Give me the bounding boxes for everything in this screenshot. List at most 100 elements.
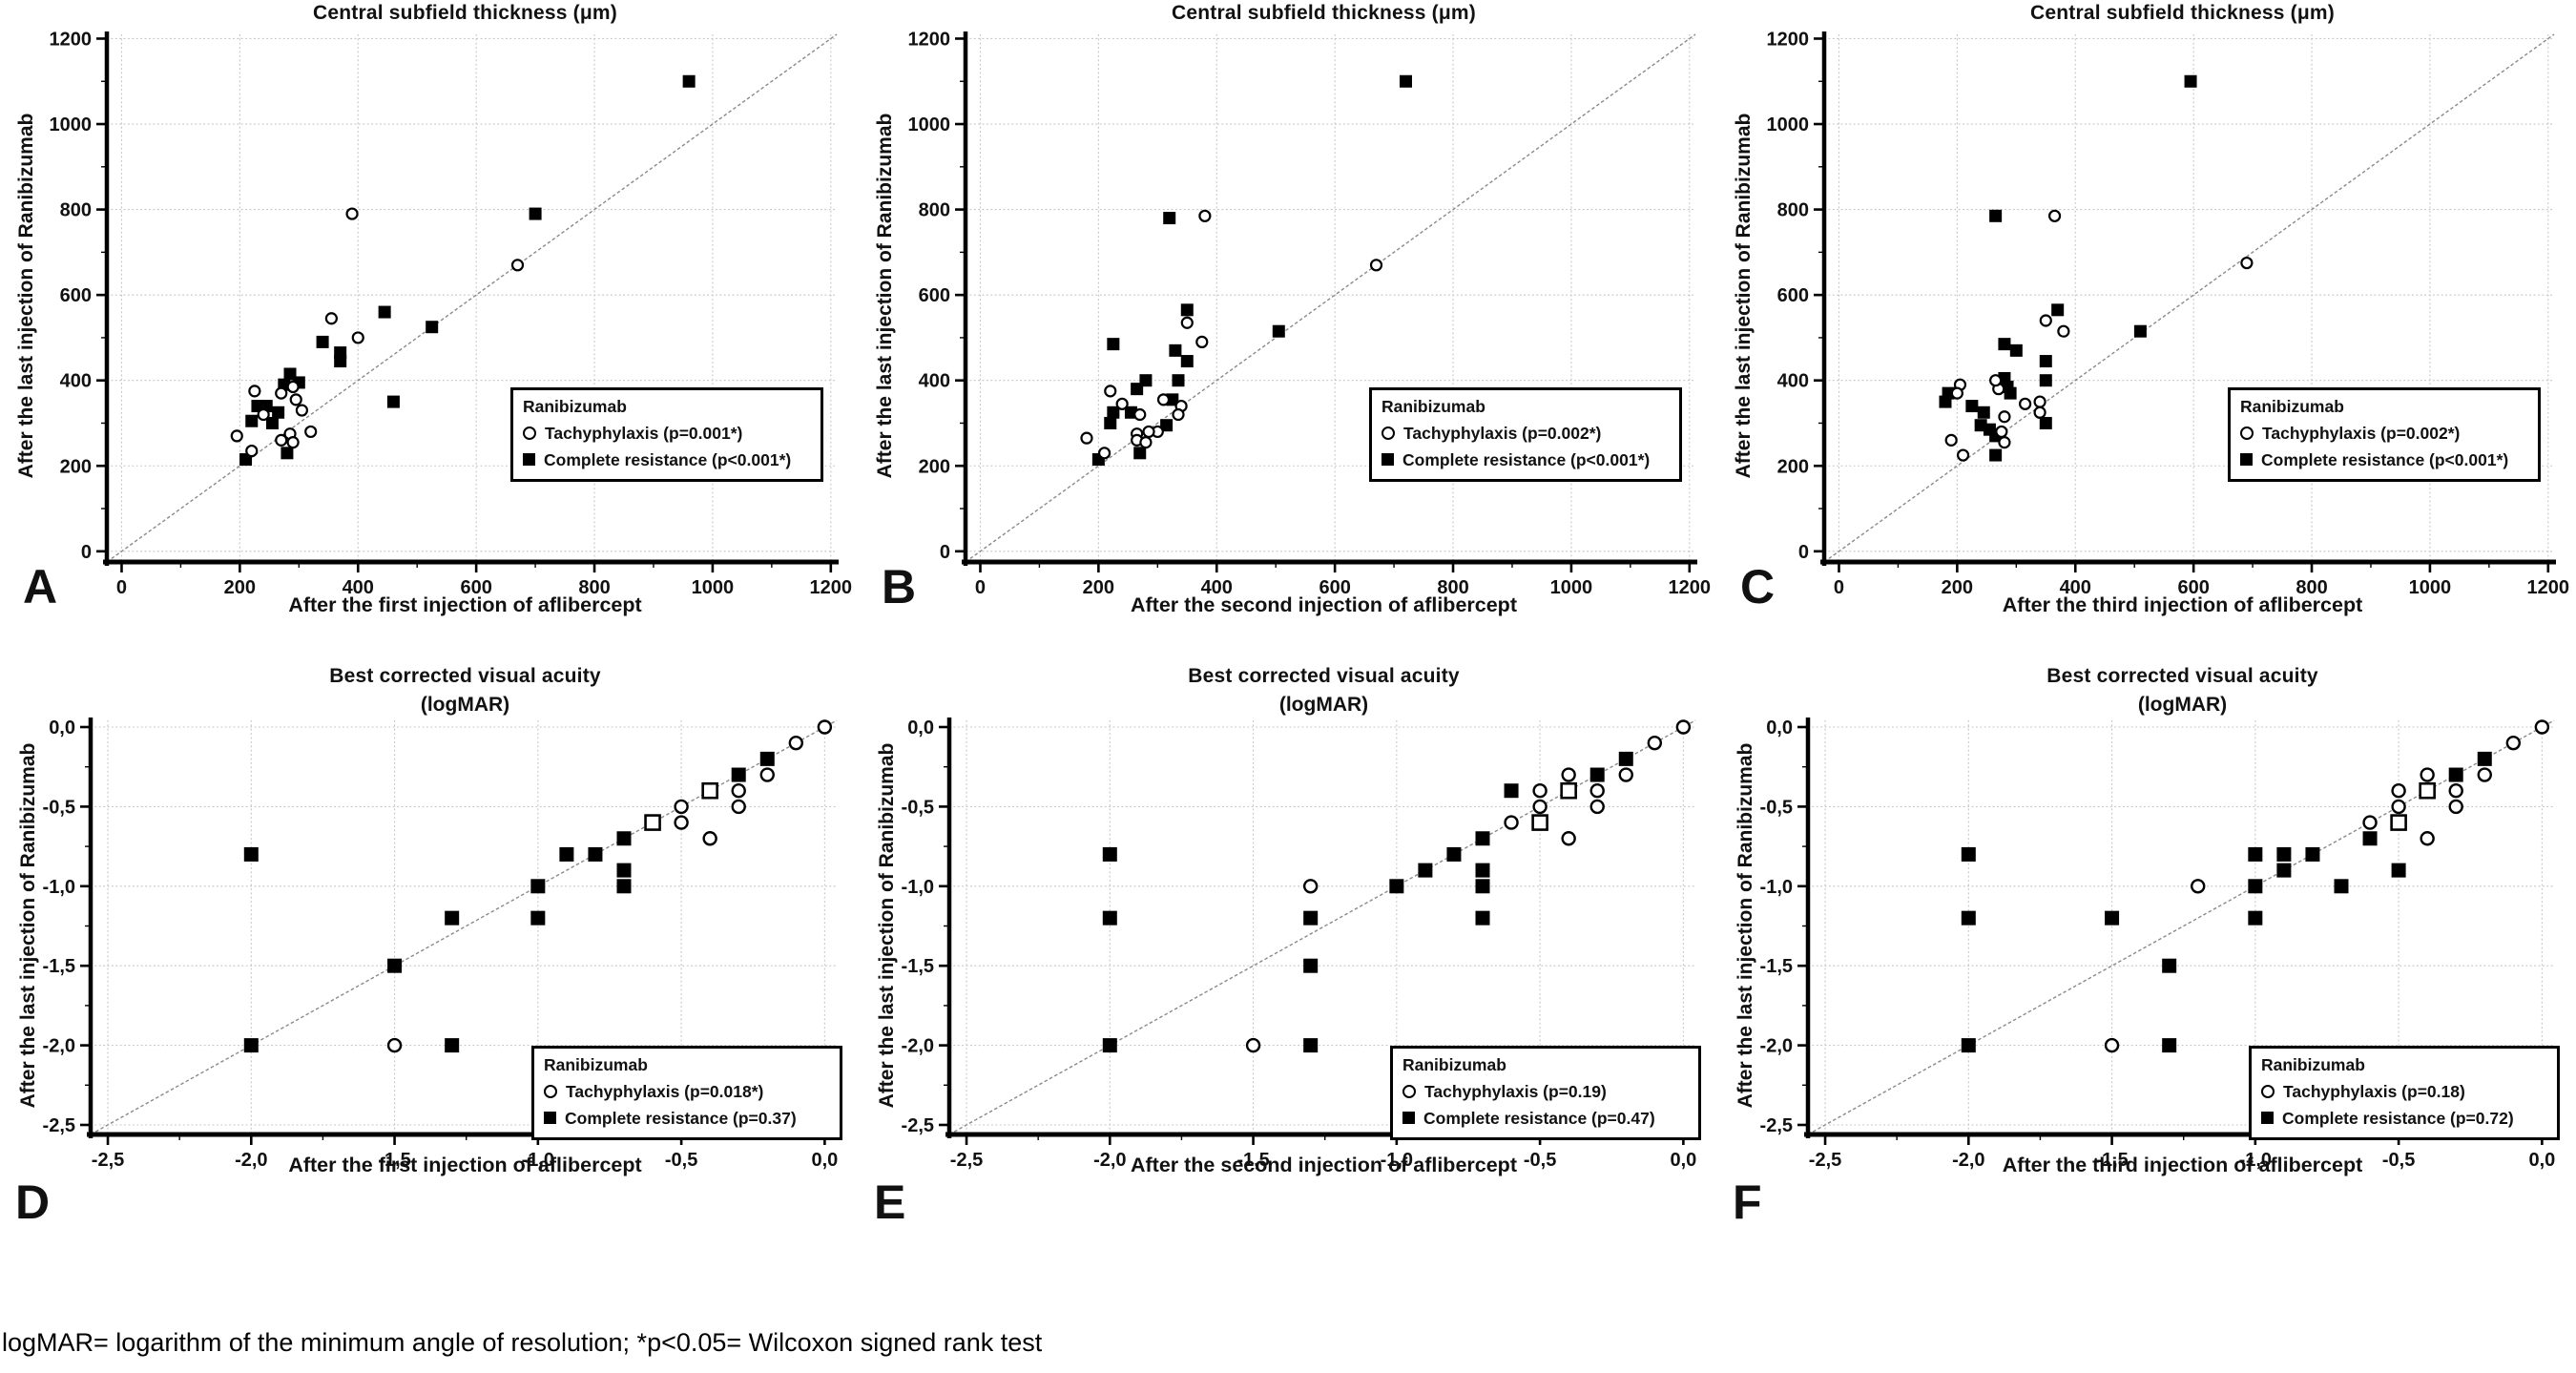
svg-text:200: 200 bbox=[1083, 577, 1114, 598]
open-circle-marker-icon bbox=[523, 426, 536, 441]
x-axis-label: After the second injection of aflibercep… bbox=[1131, 593, 1517, 616]
svg-text:800: 800 bbox=[578, 577, 610, 598]
filled-square-marker-icon bbox=[544, 1112, 556, 1125]
svg-text:0,0: 0,0 bbox=[1766, 718, 1793, 739]
panel-subtitle: (logMAR) bbox=[1278, 694, 1369, 716]
svg-text:1000: 1000 bbox=[1767, 114, 1810, 135]
scatter-plot-C: 0 0 200 200 400 400 600 600 800 800 1000 1000 1200 12… bbox=[1767, 29, 2570, 598]
legend-label: Complete resistance (p<0.001*) bbox=[544, 449, 792, 469]
svg-text:-2,5: -2,5 bbox=[92, 1150, 124, 1171]
x-axis-label: After the second injection of aflibercep… bbox=[1131, 1154, 1517, 1176]
filled-square-marker-icon bbox=[1381, 453, 1394, 467]
svg-text:-2,0: -2,0 bbox=[43, 1036, 75, 1057]
y-axis-label: After the last injection of Ranibizumab bbox=[15, 113, 37, 479]
svg-text:-1,5: -1,5 bbox=[43, 956, 75, 977]
svg-text:600: 600 bbox=[1777, 285, 1809, 306]
svg-text:200: 200 bbox=[1942, 577, 1973, 598]
svg-text:-2,5: -2,5 bbox=[950, 1150, 983, 1171]
legend-row-resistance: Complete resistance (p=0.37) bbox=[544, 1108, 830, 1130]
filled-square-marker-icon bbox=[2240, 453, 2253, 467]
svg-text:400: 400 bbox=[919, 371, 950, 392]
svg-text:0: 0 bbox=[940, 542, 950, 563]
svg-text:-2,5: -2,5 bbox=[1809, 1150, 1841, 1171]
panel-subtitle: (logMAR) bbox=[420, 694, 510, 716]
legend-box: Ranibizumab Tachyphylaxis (p=0.19) Compl… bbox=[1390, 1046, 1701, 1141]
svg-text:-0,5: -0,5 bbox=[665, 1150, 697, 1171]
panel-C: 0 0 200 200 400 400 600 600 800 800 1000 1000 1200 12… bbox=[1717, 0, 2576, 665]
filled-square-marker-icon bbox=[523, 453, 535, 467]
scatter-plot-D: -2,5 -2,5 -2,0 -2,0 -1,5 -1,5 -1,0 -1,0 -0,5 -0,5… bbox=[43, 718, 839, 1171]
svg-text:-2,0: -2,0 bbox=[1093, 1150, 1126, 1171]
svg-text:-2,0: -2,0 bbox=[1760, 1036, 1793, 1057]
legend-label: Tachyphylaxis (p=0.018*) bbox=[566, 1081, 764, 1101]
panel-A: 0 0 200 200 400 400 600 600 800 800 1000 1000 1200 12… bbox=[0, 0, 859, 665]
svg-text:0,0: 0,0 bbox=[1670, 1150, 1696, 1171]
y-axis-label: After the last injection of Ranibizumab bbox=[874, 113, 896, 479]
panel-title: Central subfield thickness (μm) bbox=[313, 2, 617, 24]
figure-caption: logMAR= logarithm of the minimum angle o… bbox=[2, 1328, 1043, 1357]
svg-text:0,0: 0,0 bbox=[811, 1150, 838, 1171]
svg-text:-2,0: -2,0 bbox=[902, 1036, 934, 1057]
open-circle-marker-icon bbox=[1402, 1085, 1416, 1099]
legend-title: Ranibizumab bbox=[2240, 397, 2344, 416]
panel-letter: F bbox=[1733, 1175, 1762, 1229]
svg-text:-1,0: -1,0 bbox=[1381, 1150, 1413, 1171]
svg-text:0,0: 0,0 bbox=[49, 718, 75, 739]
svg-text:-2,0: -2,0 bbox=[1952, 1150, 1984, 1171]
svg-text:0: 0 bbox=[116, 577, 127, 598]
open-circle-marker-icon bbox=[544, 1085, 557, 1099]
legend-row-resistance: Complete resistance (p=0.72) bbox=[2261, 1108, 2547, 1130]
y-axis-label: After the last injection of Ranibizumab bbox=[876, 742, 898, 1109]
panel-F: -2,5 -2,5 -2,0 -2,0 -1,5 -1,5 -1,0 -1,0 -0,5 -0,5… bbox=[1717, 665, 2576, 1323]
legend-label: Tachyphylaxis (p=0.001*) bbox=[545, 423, 743, 443]
svg-text:1000: 1000 bbox=[50, 114, 93, 135]
svg-text:-1,5: -1,5 bbox=[902, 956, 934, 977]
svg-text:-0,5: -0,5 bbox=[902, 797, 934, 818]
svg-text:0: 0 bbox=[81, 542, 92, 563]
legend-title: Ranibizumab bbox=[523, 397, 627, 416]
svg-text:0,0: 0,0 bbox=[907, 718, 934, 739]
legend-box: Ranibizumab Tachyphylaxis (p=0.002*) Com… bbox=[2228, 387, 2541, 483]
svg-text:400: 400 bbox=[1201, 577, 1233, 598]
svg-text:400: 400 bbox=[2060, 577, 2091, 598]
panel-D: -2,5 -2,5 -2,0 -2,0 -1,5 -1,5 -1,0 -1,0 -0,5 -0,5… bbox=[0, 665, 859, 1323]
svg-text:-0,5: -0,5 bbox=[1524, 1150, 1556, 1171]
svg-text:-1,0: -1,0 bbox=[2239, 1150, 2272, 1171]
legend-row-resistance: Complete resistance (p<0.001*) bbox=[2240, 449, 2528, 471]
legend-title: Ranibizumab bbox=[1402, 1055, 1506, 1074]
x-axis-label: After the first injection of aflibercept bbox=[288, 593, 642, 616]
svg-text:800: 800 bbox=[1777, 200, 1809, 221]
legend-label: Tachyphylaxis (p=0.18) bbox=[2283, 1081, 2465, 1101]
panel-letter: B bbox=[882, 560, 917, 614]
legend-label: Complete resistance (p=0.72) bbox=[2282, 1108, 2514, 1128]
legend-row-resistance: Complete resistance (p<0.001*) bbox=[523, 449, 811, 471]
svg-text:-2,5: -2,5 bbox=[43, 1115, 75, 1136]
panel-E: -2,5 -2,5 -2,0 -2,0 -1,5 -1,5 -1,0 -1,0 -0,5 -0,5… bbox=[859, 665, 1717, 1323]
legend-row-tachyphylaxis: Tachyphylaxis (p=0.19) bbox=[1402, 1081, 1689, 1103]
svg-text:1200: 1200 bbox=[50, 29, 93, 50]
svg-text:-1,5: -1,5 bbox=[378, 1150, 410, 1171]
svg-text:200: 200 bbox=[224, 577, 256, 598]
svg-text:1000: 1000 bbox=[692, 577, 735, 598]
legend-title: Ranibizumab bbox=[2261, 1055, 2365, 1074]
panel-letter: E bbox=[874, 1175, 906, 1229]
svg-text:200: 200 bbox=[60, 456, 92, 477]
legend-title: Ranibizumab bbox=[1381, 397, 1485, 416]
filled-square-marker-icon bbox=[2261, 1112, 2274, 1125]
svg-text:400: 400 bbox=[1777, 371, 1809, 392]
svg-text:800: 800 bbox=[919, 200, 950, 221]
legend-box: Ranibizumab Tachyphylaxis (p=0.001*) Com… bbox=[510, 387, 823, 483]
svg-text:600: 600 bbox=[1319, 577, 1350, 598]
scatter-plot-F: -2,5 -2,5 -2,0 -2,0 -1,5 -1,5 -1,0 -1,0 -0,5 -0,5… bbox=[1760, 718, 2556, 1171]
legend-row-resistance: Complete resistance (p<0.001*) bbox=[1381, 449, 1670, 471]
svg-text:0: 0 bbox=[1798, 542, 1809, 563]
legend-row-resistance: Complete resistance (p=0.47) bbox=[1402, 1108, 1689, 1130]
svg-text:600: 600 bbox=[60, 285, 92, 306]
legend-box: Ranibizumab Tachyphylaxis (p=0.002*) Com… bbox=[1369, 387, 1682, 483]
svg-text:-1,5: -1,5 bbox=[1760, 956, 1793, 977]
panel-letter: A bbox=[23, 560, 58, 614]
svg-text:-1,0: -1,0 bbox=[522, 1150, 554, 1171]
svg-text:-2,5: -2,5 bbox=[1760, 1115, 1793, 1136]
legend-box: Ranibizumab Tachyphylaxis (p=0.18) Compl… bbox=[2249, 1046, 2560, 1141]
panel-B: 0 0 200 200 400 400 600 600 800 800 1000 1000 1200 12… bbox=[859, 0, 1717, 665]
